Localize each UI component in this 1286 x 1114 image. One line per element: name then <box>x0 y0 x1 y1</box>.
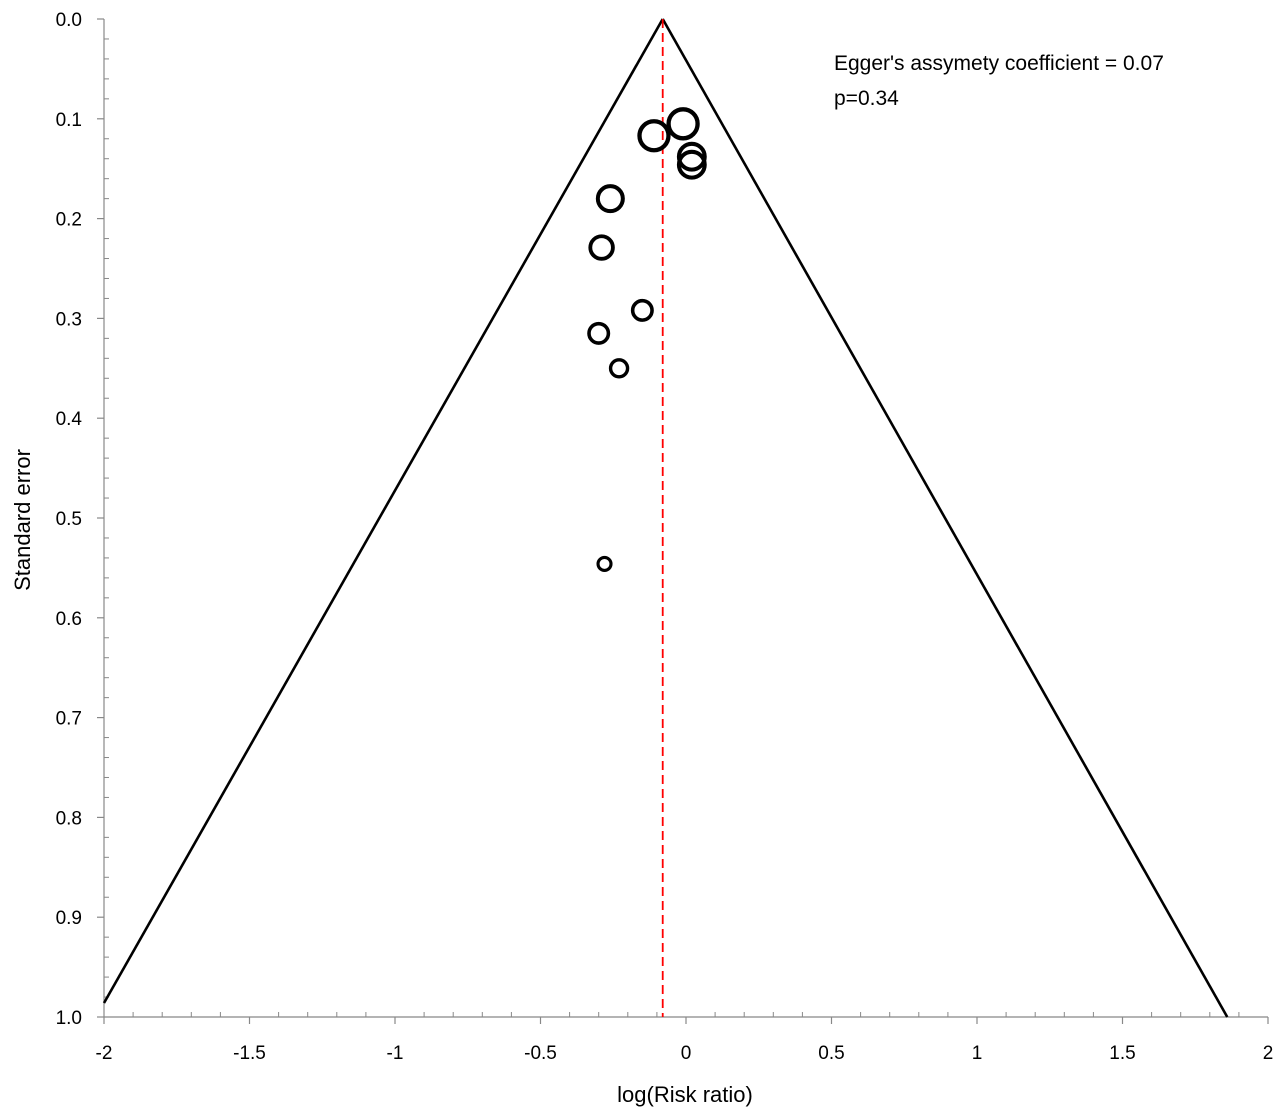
y-tick-label: 0.3 <box>56 309 82 330</box>
y-tick-label: 0.2 <box>56 210 82 231</box>
data-point <box>637 119 671 153</box>
data-point <box>676 149 707 180</box>
y-tick-label: 0.0 <box>56 10 82 31</box>
y-tick-label: 0.4 <box>56 409 83 430</box>
y-tick-label: 1.0 <box>56 1008 82 1029</box>
y-tick-label: 0.5 <box>56 509 82 530</box>
p-value-annotation: p=0.34 <box>834 87 899 110</box>
x-tick-label: -2 <box>96 1043 113 1064</box>
y-tick-label: 0.8 <box>56 808 82 829</box>
y-axis-title: Standard error <box>10 449 35 591</box>
x-tick-label: -1.5 <box>233 1043 266 1064</box>
x-tick-label: 2 <box>1263 1043 1274 1064</box>
x-tick-label: 1 <box>972 1043 983 1064</box>
data-point <box>676 141 707 172</box>
y-tick-label: 0.6 <box>56 609 82 630</box>
x-tick-label: 0 <box>681 1043 692 1064</box>
data-point <box>608 358 630 379</box>
data-point <box>595 184 625 214</box>
y-tick-label: 0.7 <box>56 709 82 730</box>
x-tick-label: 1.5 <box>1109 1043 1135 1064</box>
funnel-right-line <box>661 18 1229 1018</box>
data-point <box>587 321 611 345</box>
funnel-left-line <box>102 18 664 1004</box>
egger-annotation: Egger's assymety coefficient = 0.07 <box>834 52 1164 75</box>
data-point <box>630 298 654 322</box>
data-point <box>596 555 613 572</box>
data-point <box>588 234 615 261</box>
x-tick-label: 0.5 <box>818 1043 844 1064</box>
y-tick-label: 0.1 <box>56 110 82 131</box>
axes: 0.0 0.1 0.2 0.3 0.4 0.5 0.6 0.7 0.8 0.9 1.0 -2 -1.5 -… <box>56 10 1274 1064</box>
data-points <box>587 107 707 572</box>
x-tick-label: -1 <box>387 1043 404 1064</box>
x-tick-label: -0.5 <box>524 1043 557 1064</box>
data-point <box>666 107 700 141</box>
x-axis-title: log(Risk ratio) <box>617 1082 753 1107</box>
y-tick-label: 0.9 <box>56 908 82 929</box>
funnel-lines <box>102 18 1229 1018</box>
